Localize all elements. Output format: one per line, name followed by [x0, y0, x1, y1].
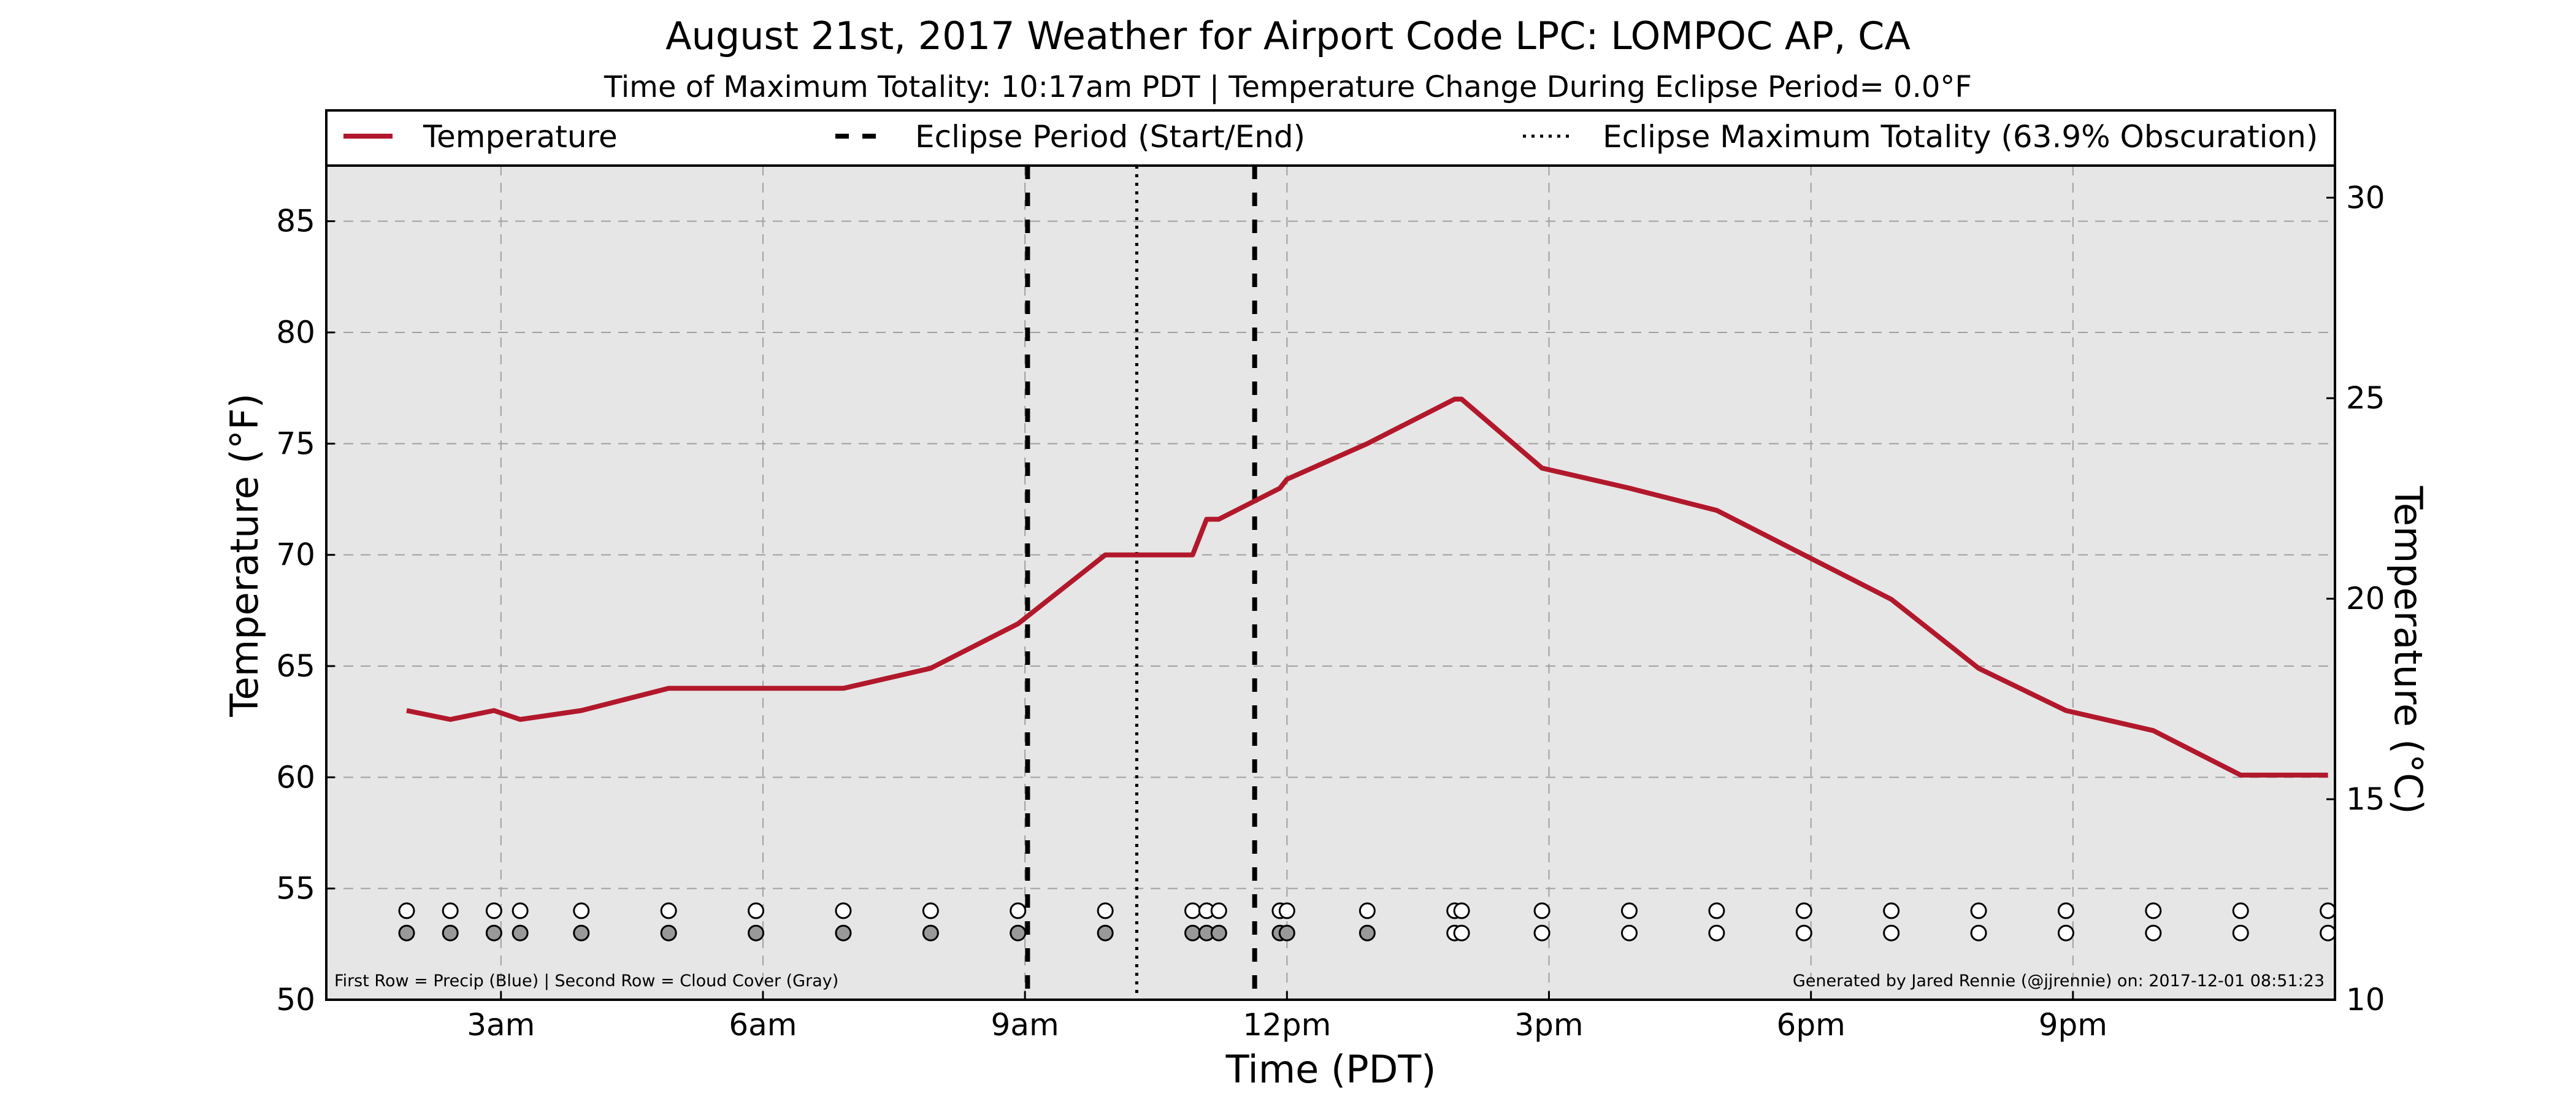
y-axis-right-label: Temperature (°C)	[2386, 485, 2431, 814]
y-tick-label: 85	[276, 204, 315, 239]
precip-marker	[748, 902, 765, 919]
plot-area	[325, 109, 2337, 1001]
y-right-tick-label: 30	[2346, 180, 2385, 215]
observation-rows	[398, 902, 2337, 941]
cloud-cover-marker	[1970, 924, 1987, 941]
cloud-cover-marker	[748, 924, 765, 941]
precip-marker	[1970, 902, 1987, 919]
cloud-cover-marker	[1533, 924, 1551, 941]
temperature-series	[406, 396, 2328, 778]
plot-background	[326, 166, 2335, 1000]
precip-marker	[398, 902, 415, 919]
precip-marker	[2232, 902, 2249, 919]
precip-marker	[2320, 902, 2337, 919]
precip-marker	[2145, 902, 2162, 919]
footer-left-note: First Row = Precip (Blue) | Second Row =…	[334, 972, 838, 991]
y-axis-left-label: Temperature (°F)	[222, 393, 267, 717]
precip-marker	[1097, 902, 1114, 919]
y-tick-label: 55	[276, 871, 315, 907]
legend-temperature-label: Temperature	[423, 119, 618, 155]
precip-marker	[1883, 902, 1900, 919]
y-tick-label: 70	[276, 537, 315, 573]
x-tick-label: 6pm	[1777, 1007, 1846, 1043]
precip-marker	[2057, 902, 2074, 919]
x-tick-label: 6am	[729, 1007, 797, 1043]
cloud-cover-marker	[1795, 924, 1812, 941]
y-tick-label: 50	[276, 982, 315, 1018]
chart-subtitle: Time of Maximum Totality: 10:17am PDT | …	[604, 70, 1972, 104]
precip-marker	[1010, 902, 1027, 919]
cloud-cover-marker	[512, 924, 529, 941]
x-tick-label: 3pm	[1514, 1007, 1583, 1043]
cloud-cover-marker	[1278, 924, 1295, 941]
cloud-cover-marker	[1708, 924, 1725, 941]
precip-marker	[512, 902, 529, 919]
temperature-line	[406, 396, 2328, 778]
cloud-cover-marker	[1883, 924, 1900, 941]
precip-marker	[1795, 902, 1812, 919]
precip-marker	[442, 902, 459, 919]
precip-marker	[1359, 902, 1376, 919]
eclipse-markers	[1025, 166, 1257, 1000]
cloud-cover-marker	[2057, 924, 2074, 941]
precip-marker	[1708, 902, 1725, 919]
precip-marker	[1533, 902, 1551, 919]
y-right-tick-label: 20	[2346, 581, 2385, 616]
y-axis-left-ticks: 50 55 60 65 70 75 80 85	[276, 204, 335, 1018]
cloud-cover-marker	[1620, 924, 1638, 941]
legend-eclipse-period-label: Eclipse Period (Start/End)	[915, 119, 1305, 155]
y-tick-label: 60	[276, 759, 315, 795]
y-right-tick-label: 10	[2346, 982, 2385, 1018]
precip-marker	[922, 902, 939, 919]
precip-marker	[835, 902, 852, 919]
legend-box	[325, 109, 2336, 167]
precip-marker	[1278, 902, 1295, 919]
y-tick-label: 80	[276, 315, 315, 350]
precip-marker	[1620, 902, 1638, 919]
cloud-cover-marker	[2232, 924, 2249, 941]
y-right-tick-label: 15	[2346, 781, 2385, 817]
y-right-tick-label: 25	[2346, 380, 2385, 416]
legend-eclipse-max-label: Eclipse Maximum Totality (63.9% Obscurat…	[1603, 119, 2318, 155]
cloud-cover-marker	[1097, 924, 1114, 941]
precip-marker	[1453, 902, 1470, 919]
cloud-cover-marker	[398, 924, 415, 941]
cloud-cover-marker	[1184, 924, 1202, 941]
x-tick-label: 9am	[991, 1007, 1059, 1043]
y-axis-right-ticks: 10 15 20 25 30	[2326, 180, 2385, 1018]
cloud-cover-marker	[1453, 924, 1470, 941]
cloud-cover-marker	[660, 924, 677, 941]
grid-lines	[326, 166, 2335, 1000]
cloud-cover-marker	[922, 924, 939, 941]
legend: Temperature Eclipse Period (Start/End) E…	[325, 109, 2336, 167]
x-tick-label: 9pm	[2039, 1007, 2107, 1043]
cloud-cover-marker	[2320, 924, 2337, 941]
precip-marker	[485, 902, 502, 919]
x-axis-label: Time (PDT)	[1225, 1047, 1436, 1092]
cloud-cover-marker	[485, 924, 502, 941]
y-tick-label: 65	[276, 648, 315, 684]
cloud-cover-marker	[1210, 924, 1227, 941]
cloud-cover-marker	[573, 924, 590, 941]
cloud-cover-marker	[1359, 924, 1376, 941]
x-axis-ticks: 3am 6am 9am 12pm 3pm 6pm 9pm	[467, 991, 2107, 1043]
precip-marker	[1184, 902, 1202, 919]
x-tick-label: 3am	[467, 1007, 535, 1043]
cloud-cover-marker	[2145, 924, 2162, 941]
cloud-cover-marker	[835, 924, 852, 941]
precip-marker	[660, 902, 677, 919]
precip-marker	[1210, 902, 1227, 919]
cloud-cover-marker	[1010, 924, 1027, 941]
chart-title: August 21st, 2017 Weather for Airport Co…	[665, 13, 1911, 58]
cloud-cover-marker	[442, 924, 459, 941]
precip-marker	[573, 902, 590, 919]
footer-right-note: Generated by Jared Rennie (@jjrennie) on…	[1793, 972, 2325, 991]
y-tick-label: 75	[276, 426, 315, 461]
x-tick-label: 12pm	[1243, 1007, 1331, 1043]
